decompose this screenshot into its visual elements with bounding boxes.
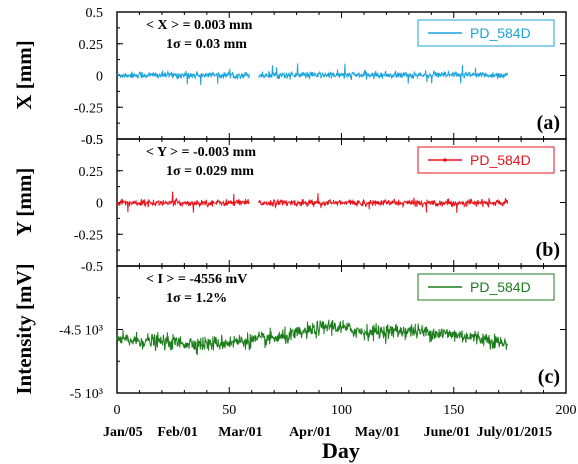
panel-label: (a) [537,112,560,134]
y-axis-title: X [mm] [12,40,36,109]
legend-marker [443,158,447,162]
legend-label: PD_584D [470,25,531,41]
y-tick-label: -0.5 [81,133,103,148]
y-tick-label: -0.25 [74,101,103,116]
date-label: Mar/01 [218,425,262,440]
date-label: May/01 [355,425,400,440]
date-label: July/01/2015 [477,425,552,440]
x-tick-label: 50 [222,403,236,418]
x-tick-label: 200 [556,403,577,418]
x-tick-label: 150 [443,403,464,418]
date-label: Jan/05 [103,425,143,440]
y-tick-label: 0.5 [86,133,104,148]
panel-b: -0.5 -0.25 0 0.25 0.5 Y [mm] < Y > = -0.003 mm… [12,133,567,275]
legend-label: PD_584D [470,152,531,168]
annotation-mean: < Y > = -0.003 mm [146,145,256,160]
date-label: Apr/01 [289,425,331,440]
series-line [116,191,509,213]
x-axis: 0 50 100 150 200 Jan/05 Feb/01 Mar/01 Apr/01 May/… [103,403,577,440]
y-tick-label: 0.25 [79,38,104,53]
annotation-sigma: 1σ = 0.03 mm [166,37,247,52]
legend: PD_584D [417,146,555,174]
y-tick-label: 0 [96,70,103,85]
legend: PD_584D [417,19,555,47]
panels: -0.5 -0.25 0 0.25 0.5 X [mm] < X > = 0.003 mm 1… [12,6,567,402]
annotation-mean: < X > = 0.003 mm [146,18,253,33]
series-line [116,319,509,356]
y-tick-label: -5 10³ [70,387,103,402]
annotation-sigma: 1σ = 1.2% [166,291,227,306]
x-tick-label: 100 [331,403,352,418]
panel-c: -5 10³ -4.5 10³ Intensity [mV] < I > = -455… [12,263,567,402]
date-label: Feb/01 [157,425,197,440]
legend: PD_584D [417,273,555,301]
panel-label: (b) [536,239,560,261]
y-axis-title: Intensity [mV] [12,263,36,394]
panel-label: (c) [538,366,560,388]
legend-label: PD_584D [470,279,531,295]
y-tick-label: 0.25 [79,165,104,180]
y-axis-title: Y [mm] [12,168,36,237]
y-tick-label: 0 [96,197,103,212]
panel-a: -0.5 -0.25 0 0.25 0.5 X [mm] < X > = 0.003 mm 1… [12,6,567,148]
y-tick-label: 0.5 [86,6,104,21]
series-line [116,63,509,86]
x-axis-title: Day [322,438,360,463]
annotation-mean: < I > = -4556 mV [146,272,247,287]
y-tick-label: -0.25 [74,228,103,243]
annotation-sigma: 1σ = 0.029 mm [166,164,254,179]
x-tick-label: 0 [114,403,121,418]
y-tick-label: -4.5 10³ [59,324,103,339]
date-label: June/01 [424,425,471,440]
y-tick-label: -0.5 [81,260,103,275]
